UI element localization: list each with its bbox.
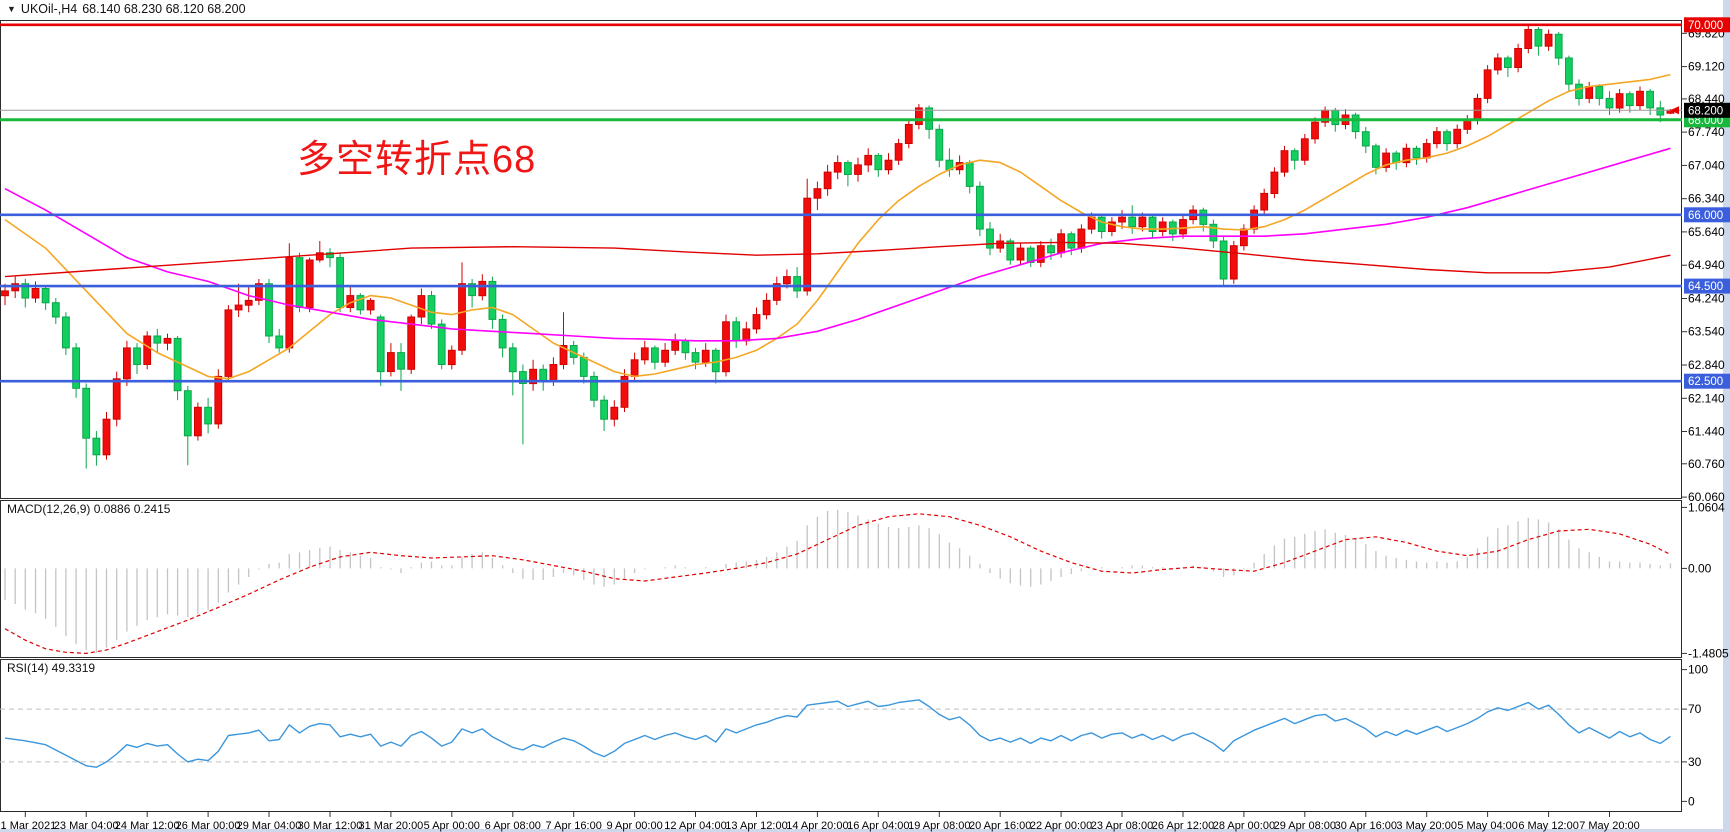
axis-label: 67.040	[1688, 158, 1725, 172]
axis-label: 61.440	[1688, 425, 1725, 439]
axis-label: 100	[1688, 663, 1708, 677]
axis-label: 14 Apr 20:00	[786, 820, 848, 832]
axis-label: 62.140	[1688, 391, 1725, 405]
axis-label: 65.640	[1688, 225, 1725, 239]
rsi-axis: 100 70 30 0	[1682, 663, 1708, 808]
chevron-down-icon[interactable]: ▼	[7, 4, 16, 14]
panel-frames	[0, 20, 1682, 812]
axis-label: 60.760	[1688, 457, 1725, 471]
axis-label: 7 May 20:00	[1579, 820, 1640, 832]
axis-label: 68.440	[1688, 92, 1725, 106]
axis-label: 31 Mar 20:00	[358, 820, 423, 832]
axis-label: 0.00	[1688, 561, 1712, 575]
rsi-indicator-label: RSI(14) 49.3319	[7, 661, 96, 675]
chart-annotation-text: 多空转折点68	[297, 139, 537, 181]
axis-label: 19 Apr 08:00	[908, 820, 970, 832]
axis-label: 23 Apr 08:00	[1091, 820, 1153, 832]
axis-label: 26 Apr 12:00	[1152, 820, 1214, 832]
axis-label: 29 Mar 04:00	[237, 820, 302, 832]
axis-label: 20 Apr 16:00	[969, 820, 1031, 832]
axis-label: 70	[1688, 702, 1702, 716]
axis-label: 64.500	[1688, 281, 1723, 293]
axis-label: 5 May 04:00	[1457, 820, 1518, 832]
axis-label: 30 Mar 12:00	[298, 820, 363, 832]
axis-label: 6 Apr 08:00	[485, 820, 541, 832]
axis-label: 70.000	[1688, 20, 1723, 32]
axis-label: 60.060	[1688, 490, 1725, 504]
axis-label: 64.940	[1688, 258, 1725, 272]
axis-label: 23 Mar 04:00	[54, 820, 119, 832]
axis-label: 30	[1688, 755, 1702, 769]
bottom-edge-strip	[0, 829, 1730, 832]
axis-label: 7 Apr 16:00	[546, 820, 602, 832]
axis-label: 12 Apr 04:00	[664, 820, 726, 832]
axis-label: 69.120	[1688, 60, 1725, 74]
axis-label: 30 Apr 16:00	[1335, 820, 1397, 832]
axis-label: 26 Mar 00:00	[176, 820, 241, 832]
axis-label: 3 May 20:00	[1396, 820, 1457, 832]
axis-label: 68.200	[1688, 105, 1723, 117]
ma-fast-orange	[4, 73, 1671, 380]
axis-label: 29 Apr 08:00	[1274, 820, 1336, 832]
axis-label: 13 Apr 12:00	[725, 820, 787, 832]
axis-label: 24 Mar 12:00	[115, 820, 180, 832]
axis-label: 63.540	[1688, 325, 1725, 339]
rsi-line	[4, 699, 1671, 768]
right-edge-strip	[1723, 0, 1730, 832]
axis-label: 21 Mar 2021	[0, 820, 56, 832]
last-price-arrow	[1670, 106, 1679, 115]
ohlc-readout: 68.140 68.230 68.120 68.200	[82, 2, 246, 16]
axis-label: 66.000	[1688, 210, 1723, 222]
axis-label: 1.0604	[1688, 500, 1725, 514]
ma-slow-red	[4, 241, 1671, 278]
axis-label: 22 Apr 00:00	[1030, 820, 1092, 832]
ma-mid-magenta	[4, 147, 1671, 342]
axis-label: 67.740	[1688, 125, 1725, 139]
axis-label: 28 Apr 00:00	[1213, 820, 1275, 832]
axis-label: 66.340	[1688, 192, 1725, 206]
axis-label: 16 Apr 04:00	[847, 820, 909, 832]
macd-histogram	[4, 509, 1672, 653]
axis-label: 0	[1688, 794, 1695, 808]
macd-axis: 1.0604 0.00 -1.4805	[1682, 500, 1729, 660]
axis-label: 9 Apr 00:00	[606, 820, 662, 832]
axis-label: 62.840	[1688, 358, 1725, 372]
axis-label: -1.4805	[1688, 646, 1729, 660]
candlesticks	[1, 24, 1675, 469]
macd-indicator-label: MACD(12,26,9) 0.0886 0.2415	[7, 502, 171, 516]
axis-label: 62.500	[1688, 376, 1723, 388]
price-axis: 69.82069.12068.44067.74067.04066.34065.6…	[1682, 17, 1730, 504]
axis-label: 5 Apr 00:00	[424, 820, 480, 832]
axis-label: 6 May 12:00	[1518, 820, 1579, 832]
symbol-name: UKOil-,H4	[20, 2, 78, 16]
axis-label: 64.240	[1688, 292, 1725, 306]
symbol-info: ▼ UKOil-,H4 68.140 68.230 68.120 68.200	[7, 2, 246, 16]
